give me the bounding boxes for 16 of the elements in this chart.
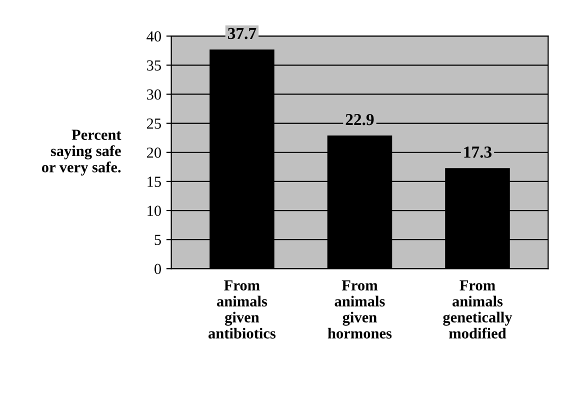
- x-tick-label: From animals given hormones: [328, 280, 392, 339]
- y-tick-label: 35: [147, 60, 161, 71]
- x-tick-label: From animals genetically modified: [443, 280, 512, 339]
- y-tick-label: 40: [146, 31, 161, 42]
- y-tick-label: 5: [154, 234, 161, 246]
- y-tick-label: 15: [148, 176, 161, 187]
- data-label: 17.3: [464, 146, 492, 158]
- y-axis-title: Percent saying safe or very safe.: [42, 130, 122, 176]
- y-tick-label: 25: [146, 118, 161, 129]
- y-tick-label: 30: [147, 89, 161, 100]
- data-label: 22.9: [346, 114, 374, 126]
- y-tick-label: 10: [148, 206, 161, 216]
- y-tick-label: 0: [154, 264, 161, 274]
- data-label: 37.7: [228, 28, 256, 40]
- y-tick-label: 20: [146, 148, 161, 158]
- x-tick-label: From animals given antibiotics: [208, 280, 276, 339]
